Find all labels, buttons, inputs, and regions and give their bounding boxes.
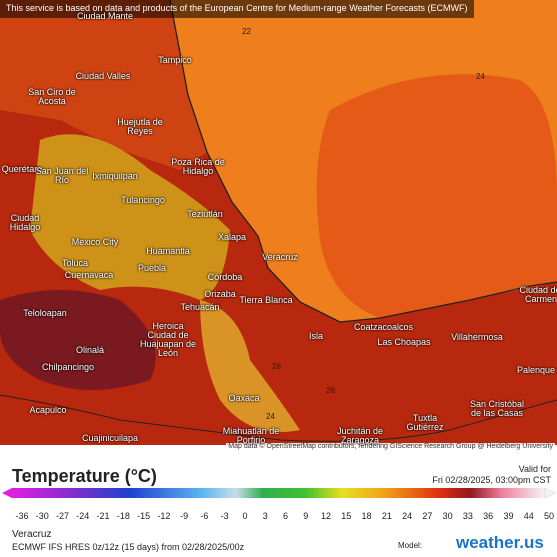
legend-title: Temperature (°C)	[12, 466, 157, 486]
city-label: Mexico City	[71, 237, 119, 247]
contour-label: 26	[272, 362, 281, 371]
colorbar-tick-label: -3	[220, 511, 229, 521]
valid-time: Fri 02/28/2025, 03:00pm CST	[432, 475, 551, 485]
city-label: Tierra Blanca	[239, 295, 293, 305]
city-label: Tulancingo	[121, 195, 165, 205]
city-label: San Juan del Río	[35, 166, 89, 185]
location: Veracruz	[12, 529, 52, 540]
city-label: Acapulco	[29, 405, 67, 415]
colorbar-tick-label: 27	[422, 511, 433, 521]
colorbar-tick-label: 36	[483, 511, 494, 521]
city-label: Palenque	[516, 365, 556, 375]
city-label: Tuxtla Gutiérrez	[406, 413, 444, 432]
city-label: Veracruz	[262, 252, 298, 262]
colorbar-tick-label: -30	[35, 511, 49, 521]
city-label: Querétaro	[1, 164, 43, 174]
city-label: Cuernavaca	[64, 270, 114, 280]
city-label: Tehuacán	[180, 302, 220, 312]
city-label: Ciudad del Carmen	[519, 285, 557, 304]
map	[0, 0, 557, 445]
city-label: Juchitán de Zaragoza	[336, 426, 384, 445]
city-label: Ciudad Mante	[76, 11, 134, 21]
colorbar-tick-label: 21	[381, 511, 392, 521]
city-label: San Cristóbal de las Casas	[469, 399, 525, 418]
colorbar-tick-label: 18	[361, 511, 372, 521]
city-label: Heroica Ciudad de Huajuapan de León	[139, 321, 197, 358]
city-label: Villahermosa	[451, 332, 503, 342]
colorbar-tick-label: 30	[442, 511, 453, 521]
city-label: Huejutla de Reyes	[117, 117, 163, 136]
brand: weather.us	[456, 533, 544, 552]
city-label: Xalapa	[217, 232, 247, 242]
colorbar-tick-label: 15	[341, 511, 352, 521]
city-label: Coatzacoalcos	[354, 322, 414, 332]
colorbar-tick-label: 9	[303, 511, 309, 521]
city-label: Chilpancingo	[41, 362, 95, 372]
colorbar-tick-label: 44	[523, 511, 534, 521]
data-notice: This service is based on data and produc…	[0, 0, 474, 18]
colorbar-tick-label: -36	[15, 511, 29, 521]
colorbar-tick-label: -27	[56, 511, 70, 521]
colorbar-tick-label: -15	[137, 511, 151, 521]
city-label: Ixmiquilpan	[92, 171, 138, 181]
city-label: Isla	[308, 331, 323, 341]
colorbar-tick-label: 39	[503, 511, 514, 521]
city-label: Toluca	[61, 258, 88, 268]
colorbar-tick-label: 12	[321, 511, 332, 521]
colorbar-tick-label: 24	[402, 511, 413, 521]
city-label: Huamantla	[146, 246, 190, 256]
valid-label: Valid for	[518, 464, 551, 474]
city-label: Ciudad Valles	[75, 71, 131, 81]
city-label: Córdoba	[207, 272, 243, 282]
contour-label: 24	[476, 72, 485, 81]
colorbar-tick-label: -21	[96, 511, 110, 521]
city-label: Miahuatlán de Porfirio	[222, 426, 280, 445]
colorbar-tick-label: 33	[462, 511, 473, 521]
colorbar-tick-label: -9	[180, 511, 189, 521]
colorbar-tick-label: 0	[242, 511, 248, 521]
colorbar-tick-label: -18	[116, 511, 130, 521]
city-label: Tampico	[158, 55, 192, 65]
colorbar-tick-label: -6	[200, 511, 209, 521]
map-attribution: Map data © OpenStreetMap contributors, r…	[226, 443, 555, 450]
colorbar-tick-label: 6	[282, 511, 288, 521]
city-label: San Ciro de Acosta	[28, 87, 76, 106]
city-label: Orizaba	[204, 289, 236, 299]
contour-label: 28	[326, 386, 335, 395]
city-label: Las Choapas	[377, 337, 431, 347]
colorbar-tick-label: 50	[543, 511, 554, 521]
city-label: Olinalá	[75, 345, 104, 355]
colorbar-tick-label: 3	[262, 511, 268, 521]
city-label: Oaxaca	[228, 393, 260, 403]
city-label: Teziutlán	[187, 209, 223, 219]
city-label: Puebla	[137, 263, 167, 273]
contour-label: 22	[242, 27, 251, 36]
colorbar	[2, 488, 556, 499]
model-run: ECMWF IFS HRES 0z/12z (15 days) from 02/…	[12, 542, 245, 552]
city-label: Cuajinicuilapa	[81, 433, 139, 443]
contour-label: 24	[266, 412, 275, 421]
city-label: Teloloapan	[23, 308, 67, 318]
model-label: Model:	[398, 541, 423, 550]
colorbar-tick-label: -12	[157, 511, 171, 521]
colorbar-tick-label: -24	[76, 511, 90, 521]
city-label: Poza Rica de Hidalgo	[171, 157, 225, 176]
city-label: Ciudad Hidalgo	[9, 213, 41, 232]
